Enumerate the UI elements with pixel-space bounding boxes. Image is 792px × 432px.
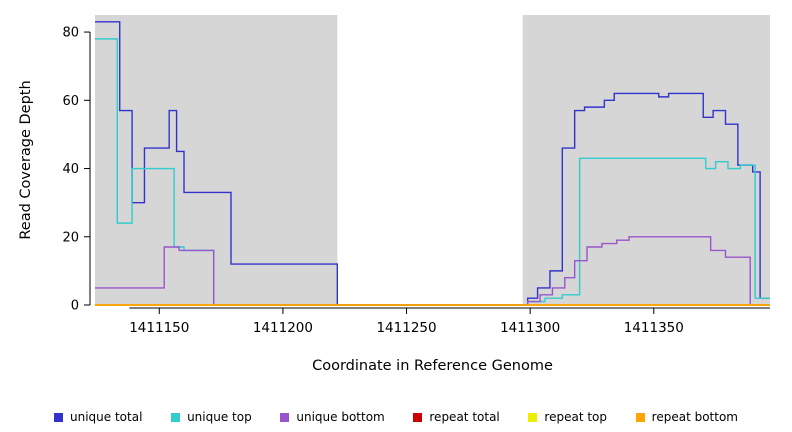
y-tick-label: 80 xyxy=(62,26,79,41)
series-line-unique-top xyxy=(95,38,770,306)
shaded-region xyxy=(95,15,338,305)
legend-label: unique total xyxy=(70,410,143,424)
legend-label: repeat total xyxy=(429,410,500,424)
legend-swatch-icon xyxy=(528,412,538,422)
legend-label: unique bottom xyxy=(296,410,385,424)
x-tick-label: 1411200 xyxy=(253,320,313,336)
legend-swatch-icon xyxy=(54,412,63,422)
legend: unique total unique top unique bottom repea… xyxy=(0,410,792,424)
x-tick-label: 1411250 xyxy=(376,320,436,336)
legend-swatch-icon xyxy=(413,412,423,422)
legend-label: repeat bottom xyxy=(651,410,738,424)
legend-label: repeat top xyxy=(544,410,608,424)
shaded-region xyxy=(522,15,770,305)
x-tick-label: 1411300 xyxy=(500,320,560,336)
y-tick-label: 60 xyxy=(62,94,79,109)
series-line-unique-bottom xyxy=(95,236,770,306)
coverage-chart: 0 20 40 60 80 1411150 1411200 1411250 1411300 141… xyxy=(18,15,770,374)
y-tick-label: 20 xyxy=(62,230,79,245)
series-line-unique-total xyxy=(95,21,770,306)
legend-item-unique-top: unique top xyxy=(171,410,252,424)
y-axis-title: Read Coverage Depth xyxy=(18,80,34,239)
legend-swatch-icon xyxy=(635,412,645,422)
legend-item-repeat-total: repeat total xyxy=(413,410,500,424)
legend-swatch-icon xyxy=(171,412,181,422)
x-tick-label: 1411150 xyxy=(129,320,189,336)
legend-item-unique-bottom: unique bottom xyxy=(280,410,385,424)
x-axis-title: Coordinate in Reference Genome xyxy=(312,358,553,374)
legend-swatch-icon xyxy=(280,412,290,422)
legend-item-repeat-bottom: repeat bottom xyxy=(635,410,738,424)
y-tick-label: 0 xyxy=(71,299,79,314)
legend-label: unique top xyxy=(187,410,252,424)
y-tick-label: 40 xyxy=(62,162,79,177)
x-tick-label: 1411350 xyxy=(624,320,684,336)
legend-item-unique-total: unique total xyxy=(54,410,142,424)
legend-item-repeat-top: repeat top xyxy=(528,410,607,424)
